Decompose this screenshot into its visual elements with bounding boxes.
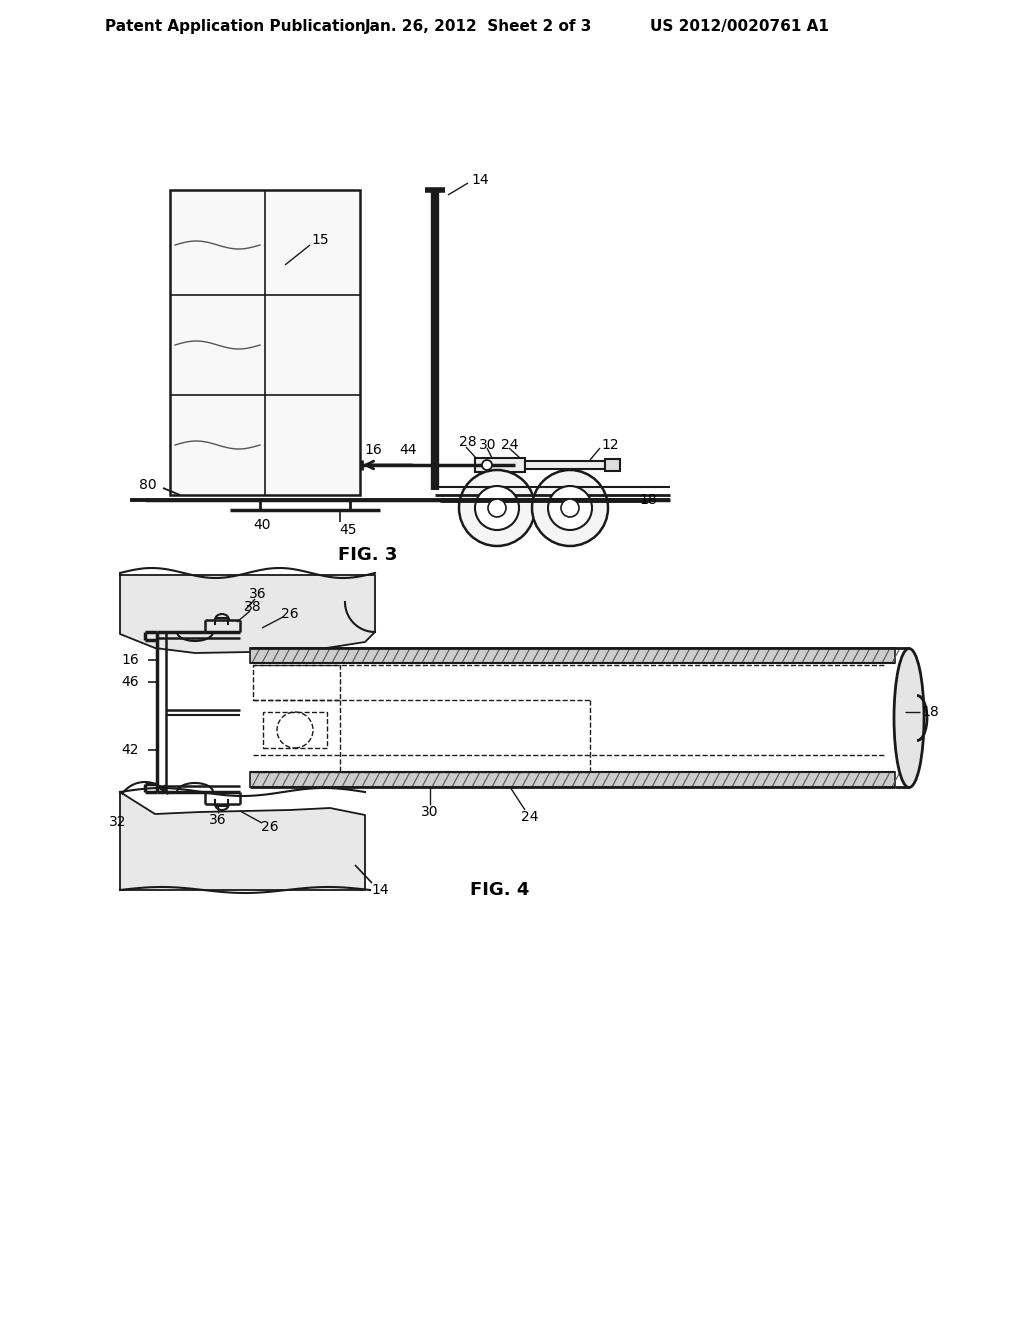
Text: 40: 40 [253, 517, 270, 532]
Text: 18: 18 [922, 705, 939, 719]
Text: 18: 18 [639, 492, 656, 507]
Bar [170, 190, 360, 495]
Text: 30: 30 [479, 438, 497, 451]
Text: FIG. 3: FIG. 3 [338, 546, 397, 564]
Text: FIG. 4: FIG. 4 [470, 880, 529, 899]
Text: 36: 36 [209, 813, 226, 828]
Bar [475, 458, 525, 473]
Text: 80: 80 [139, 478, 157, 492]
Text: 16: 16 [365, 444, 382, 457]
Text: 42: 42 [121, 743, 138, 756]
Text: 14: 14 [371, 883, 389, 898]
Circle shape [548, 486, 592, 531]
Bar [263, 711, 327, 748]
Text: 24: 24 [502, 438, 519, 451]
Polygon shape [120, 576, 375, 653]
Circle shape [459, 470, 535, 546]
Text: 32: 32 [110, 814, 127, 829]
Text: 45: 45 [339, 523, 356, 537]
Circle shape [482, 459, 492, 470]
Text: 12: 12 [601, 438, 618, 451]
Text: 44: 44 [399, 444, 417, 457]
Bar [250, 772, 895, 787]
Circle shape [475, 486, 519, 531]
Bar [605, 459, 620, 471]
Text: 24: 24 [521, 810, 539, 824]
Ellipse shape [894, 648, 924, 788]
Text: 46: 46 [121, 675, 139, 689]
Bar [253, 665, 340, 700]
Text: 26: 26 [282, 607, 299, 620]
Text: 38: 38 [244, 601, 262, 614]
Text: 14: 14 [471, 173, 488, 187]
Text: Patent Application Publication: Patent Application Publication [105, 20, 366, 34]
Text: US 2012/0020761 A1: US 2012/0020761 A1 [650, 20, 828, 34]
Text: 15: 15 [311, 234, 329, 247]
Circle shape [488, 499, 506, 517]
Text: Jan. 26, 2012  Sheet 2 of 3: Jan. 26, 2012 Sheet 2 of 3 [365, 20, 592, 34]
Text: 16: 16 [121, 653, 139, 667]
Polygon shape [120, 792, 365, 890]
Bar [525, 461, 605, 469]
Text: 28: 28 [459, 436, 477, 449]
Bar [250, 648, 895, 663]
Circle shape [561, 499, 579, 517]
Text: 30: 30 [421, 805, 438, 818]
Text: 26: 26 [261, 820, 279, 834]
Circle shape [532, 470, 608, 546]
Text: 36: 36 [249, 587, 267, 601]
